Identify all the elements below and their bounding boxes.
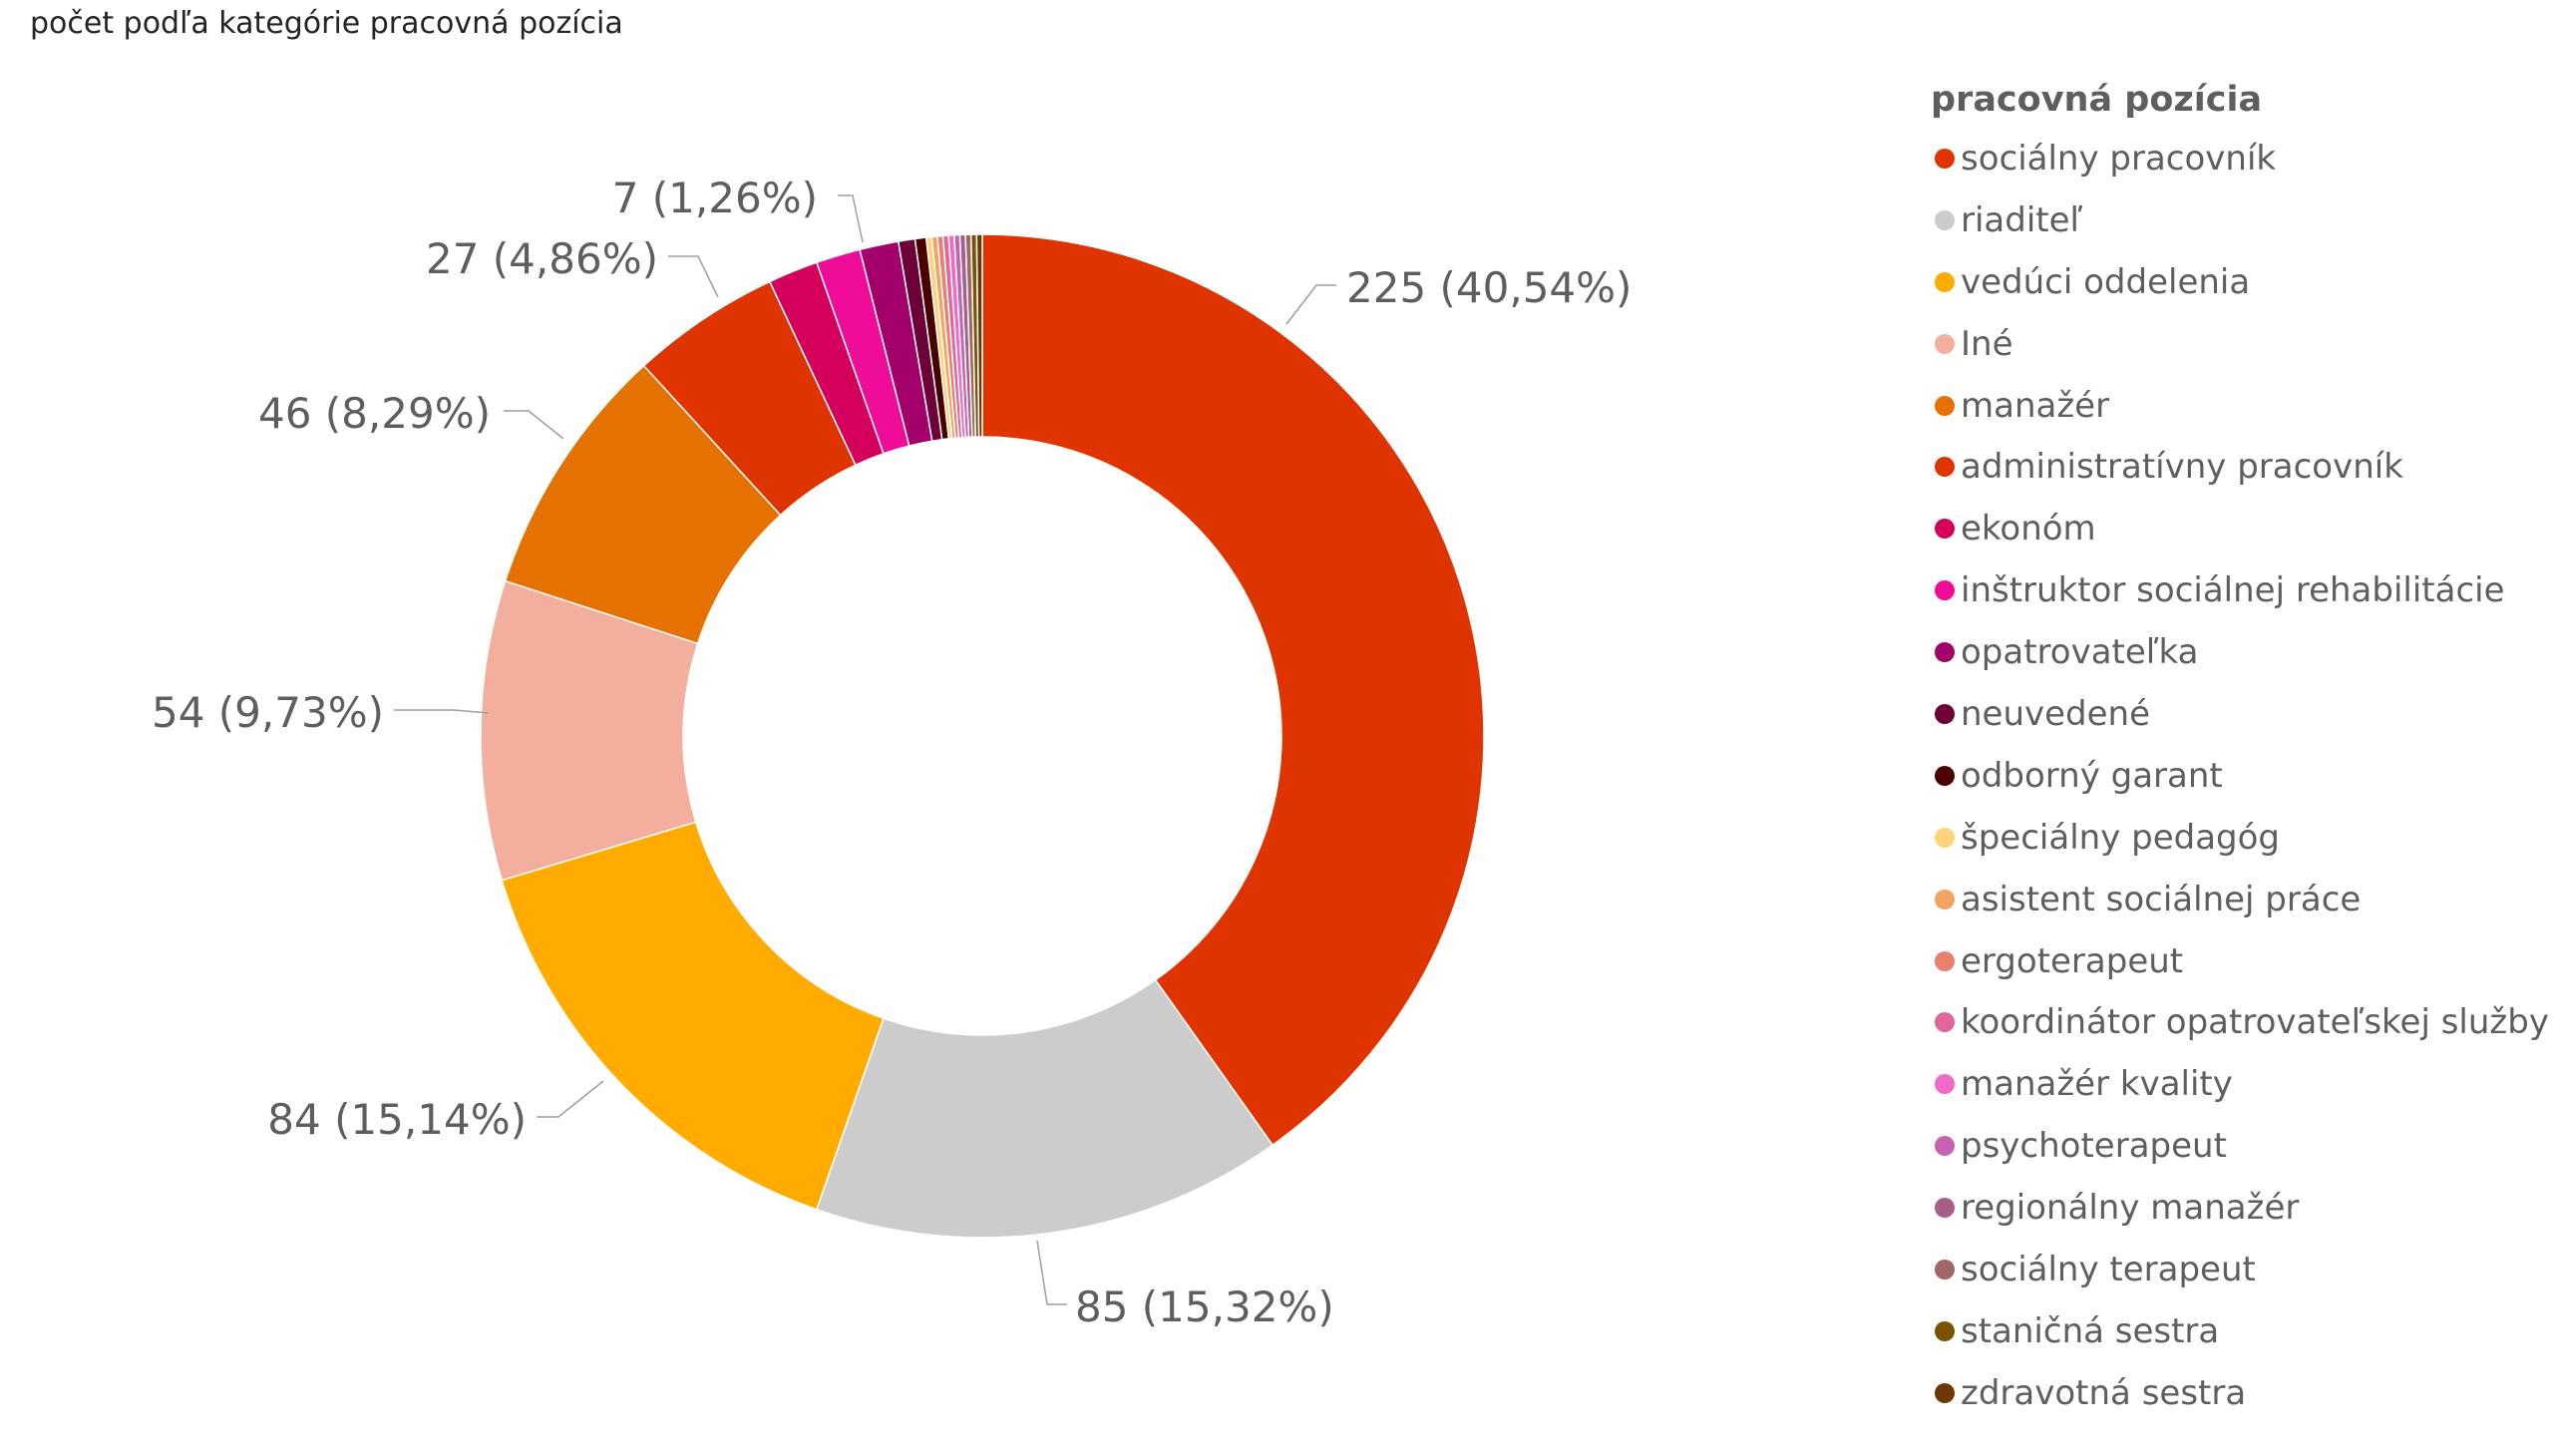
legend-item-neuvedene[interactable]: neuvedené: [1931, 683, 2549, 745]
legend-swatch-icon: [1935, 395, 1955, 416]
legend-label: manažér kvality: [1961, 1064, 2233, 1105]
legend-item-manazer-kvality[interactable]: manažér kvality: [1931, 1053, 2549, 1115]
legend-swatch-icon: [1935, 1136, 1955, 1157]
legend-item-zdravotna-sestra[interactable]: zdravotná sestra: [1931, 1362, 2549, 1424]
legend-label: zdravotná sestra: [1961, 1372, 2247, 1413]
legend-item-instruktor-socialnej-rehabilitacie[interactable]: inštruktor sociálnej rehabilitácie: [1931, 559, 2549, 621]
legend-swatch-icon: [1935, 1382, 1955, 1403]
legend-item-veduci-oddelenia[interactable]: vedúci oddelenia: [1931, 251, 2549, 313]
legend-item-riaditel[interactable]: riaditeľ: [1931, 189, 2549, 251]
legend-swatch-icon: [1935, 148, 1955, 169]
legend-item-regionalny-manazer[interactable]: regionálny manažér: [1931, 1177, 2549, 1239]
legend-label: sociálny terapeut: [1961, 1249, 2256, 1289]
legend-swatch-icon: [1935, 1198, 1955, 1219]
legend-title: pracovná pozícia: [1931, 80, 2263, 120]
leader-line-opatrovatelka: [838, 194, 864, 243]
data-label-ine: 54 (9,73%): [152, 688, 384, 737]
chart-title: počet podľa kategórie pracovná pozícia: [30, 6, 623, 41]
data-label-socialny-pracovnik: 225 (40,54%): [1346, 263, 1632, 312]
legend: pracovná pozícia sociálny pracovník riadi…: [1931, 72, 2549, 1424]
legend-label: ergoterapeut: [1961, 940, 2184, 981]
legend-item-manazer[interactable]: manažér: [1931, 375, 2549, 437]
data-label-administrativny-pracovnik: 27 (4,86%): [426, 234, 658, 283]
legend-swatch-icon: [1935, 271, 1955, 292]
legend-label: asistent sociálnej práce: [1961, 879, 2362, 919]
legend-items: sociálny pracovník riaditeľ vedúci oddelen…: [1931, 128, 2549, 1424]
legend-item-asistent-socialnej-prace[interactable]: asistent sociálnej práce: [1931, 869, 2549, 930]
legend-label: Iné: [1961, 323, 2013, 364]
legend-label: špeciálny pedagóg: [1961, 817, 2280, 858]
leader-line-administrativny-pracovnik: [668, 255, 719, 298]
legend-label: koordinátor opatrovateľskej služby: [1961, 1002, 2549, 1043]
leader-line-manazer: [504, 410, 564, 440]
legend-label: sociálny pracovník: [1961, 138, 2277, 179]
legend-item-socialny-terapeut[interactable]: sociálny terapeut: [1931, 1239, 2549, 1300]
leader-line-riaditel: [1036, 1240, 1067, 1305]
legend-label: regionálny manažér: [1961, 1188, 2300, 1229]
legend-item-stanicna-sestra[interactable]: staničná sestra: [1931, 1300, 2549, 1362]
slice-riaditel[interactable]: [815, 978, 1275, 1239]
leader-line-ine: [394, 709, 490, 714]
legend-item-administrativny-pracovnik[interactable]: administratívny pracovník: [1931, 436, 2549, 498]
data-labels: 225 (40,54%) 85 (15,32%) 84 (15,14%) 54 (9,…: [152, 174, 1632, 1331]
legend-swatch-icon: [1935, 889, 1955, 910]
legend-label: manažér: [1961, 385, 2110, 426]
data-label-manazer: 46 (8,29%): [258, 389, 491, 438]
slice-socialny-pracovnik[interactable]: [981, 233, 1485, 1147]
legend-label: opatrovateľka: [1961, 632, 2199, 673]
legend-swatch-icon: [1935, 519, 1955, 540]
legend-item-socialny-pracovnik[interactable]: sociálny pracovník: [1931, 128, 2549, 189]
data-label-opatrovatelka: 7 (1,26%): [612, 174, 818, 222]
data-label-riaditel: 85 (15,32%): [1075, 1282, 1334, 1331]
legend-label: riaditeľ: [1961, 199, 2083, 240]
legend-item-koordinator-opatrovatelskej-sluzby[interactable]: koordinátor opatrovateľskej služby: [1931, 991, 2549, 1053]
legend-label: neuvedené: [1961, 693, 2151, 734]
legend-swatch-icon: [1935, 827, 1955, 848]
legend-label: vedúci oddelenia: [1961, 261, 2251, 302]
leader-lines: [394, 194, 1336, 1305]
legend-swatch-icon: [1935, 1259, 1955, 1279]
data-label-veduci-oddelenia: 84 (15,14%): [267, 1095, 527, 1144]
legend-swatch-icon: [1935, 703, 1955, 724]
legend-item-psychoterapeut[interactable]: psychoterapeut: [1931, 1115, 2549, 1177]
legend-item-ergoterapeut[interactable]: ergoterapeut: [1931, 930, 2549, 992]
legend-label: staničná sestra: [1961, 1310, 2220, 1351]
legend-item-ekonom[interactable]: ekonóm: [1931, 498, 2549, 559]
leader-line-socialny-pracovnik: [1285, 284, 1336, 325]
donut-slices: [480, 233, 1485, 1239]
legend-swatch-icon: [1935, 1320, 1955, 1341]
legend-label: inštruktor sociálnej rehabilitácie: [1961, 570, 2505, 611]
legend-swatch-icon: [1935, 765, 1955, 786]
legend-swatch-icon: [1935, 950, 1955, 971]
legend-swatch-icon: [1935, 457, 1955, 478]
legend-swatch-icon: [1935, 333, 1955, 354]
legend-label: ekonóm: [1961, 509, 2096, 549]
legend-swatch-icon: [1935, 1074, 1955, 1095]
legend-swatch-icon: [1935, 1012, 1955, 1033]
legend-item-ine[interactable]: Iné: [1931, 313, 2549, 375]
legend-item-opatrovatelka[interactable]: opatrovateľka: [1931, 621, 2549, 683]
legend-item-odborny-garant[interactable]: odborný garant: [1931, 745, 2549, 807]
legend-swatch-icon: [1935, 580, 1955, 601]
legend-label: odborný garant: [1961, 755, 2223, 796]
slice-veduci-oddelenia[interactable]: [501, 821, 885, 1211]
leader-line-veduci-oddelenia: [537, 1080, 604, 1118]
legend-swatch-icon: [1935, 209, 1955, 230]
legend-label: administratívny pracovník: [1961, 447, 2403, 488]
legend-item-specialny-pedagog[interactable]: špeciálny pedagóg: [1931, 807, 2549, 869]
legend-swatch-icon: [1935, 642, 1955, 663]
legend-label: psychoterapeut: [1961, 1126, 2227, 1167]
slice-zdravotna-sestra[interactable]: [975, 233, 983, 438]
